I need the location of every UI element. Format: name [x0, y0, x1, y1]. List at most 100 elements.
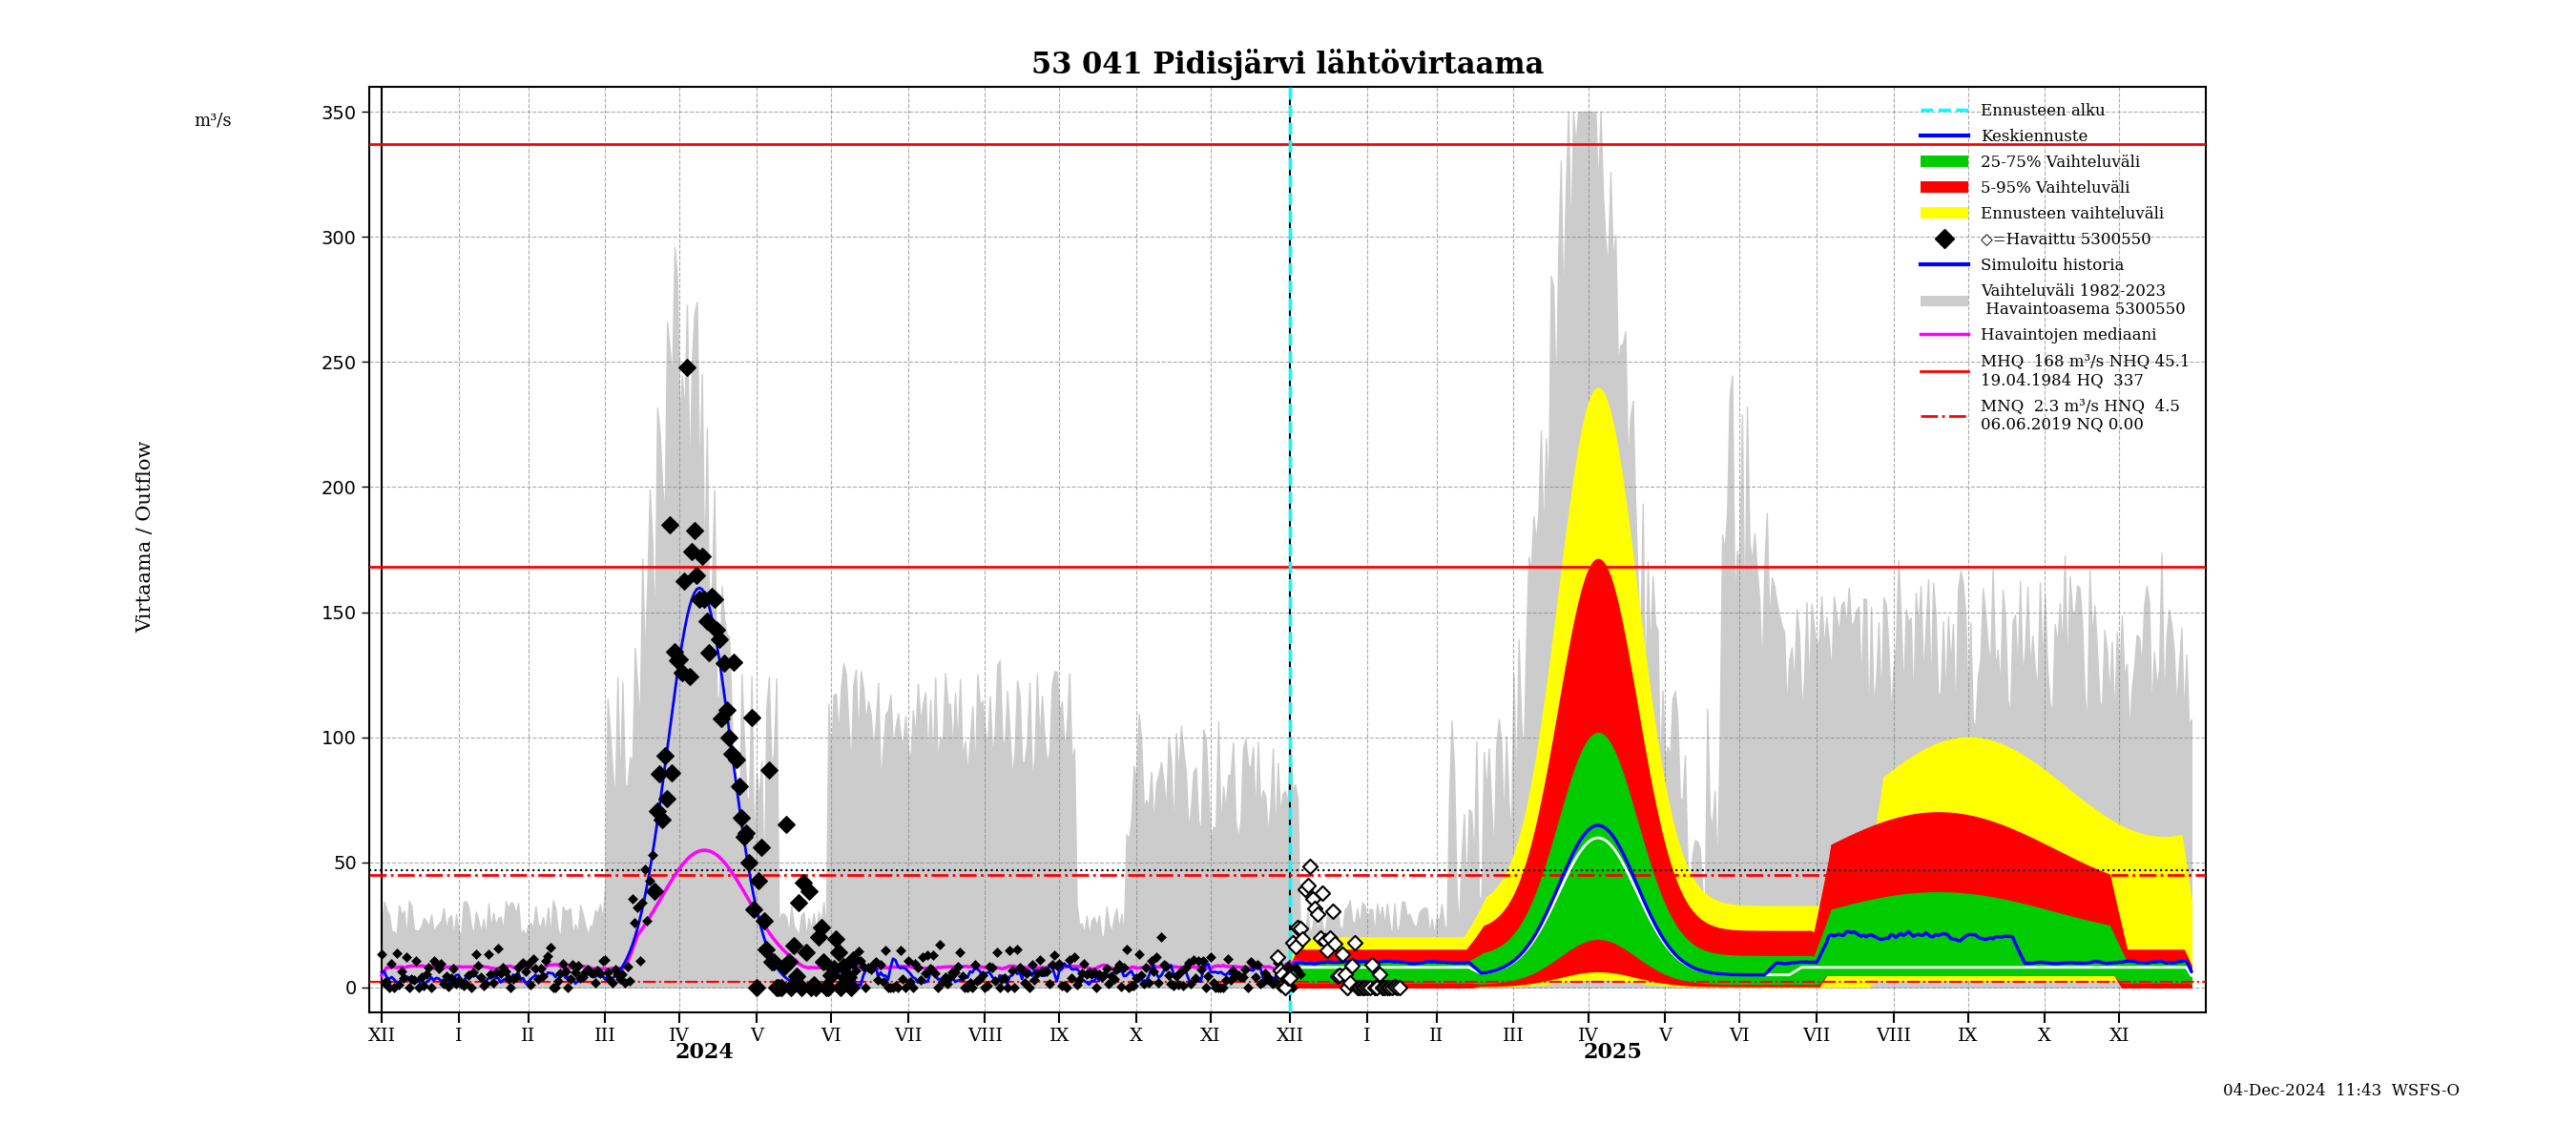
Point: [788, 883, 829, 901]
Point: [773, 937, 814, 955]
Point: [1324, 965, 1365, 984]
Point: [1273, 978, 1314, 996]
Point: [1100, 978, 1141, 996]
Point: [799, 927, 840, 946]
Point: [716, 750, 757, 768]
Point: [1162, 976, 1203, 994]
Point: [1334, 934, 1376, 953]
Point: [626, 911, 667, 930]
Point: [889, 973, 930, 992]
Point: [639, 765, 680, 783]
Point: [1327, 978, 1368, 996]
Point: [701, 710, 742, 728]
Point: [1244, 964, 1285, 982]
Point: [1167, 954, 1208, 972]
Point: [912, 946, 953, 964]
Point: [489, 978, 531, 996]
Point: [1311, 902, 1352, 921]
Point: [987, 978, 1028, 996]
Point: [922, 972, 963, 990]
Point: [420, 955, 461, 973]
Point: [1208, 949, 1249, 968]
Point: [1368, 978, 1409, 996]
Point: [873, 978, 914, 996]
Point: [1182, 951, 1224, 970]
Point: [582, 951, 623, 970]
Point: [677, 591, 719, 609]
Point: [587, 963, 629, 981]
Point: [981, 970, 1023, 988]
Point: [381, 962, 422, 980]
Point: [1270, 960, 1311, 978]
Point: [1363, 978, 1404, 996]
Point: [1352, 955, 1394, 973]
Point: [1363, 978, 1404, 996]
Point: [428, 978, 469, 996]
Point: [1177, 951, 1218, 970]
Point: [629, 871, 670, 890]
Point: [647, 790, 688, 808]
Point: [842, 957, 884, 976]
Point: [1118, 946, 1159, 964]
Point: [1231, 954, 1273, 972]
Point: [1206, 971, 1247, 989]
Point: [1095, 961, 1136, 979]
Point: [860, 955, 902, 973]
Point: [513, 950, 554, 969]
Point: [1265, 978, 1306, 996]
Point: [438, 971, 479, 989]
Point: [461, 969, 502, 987]
Point: [1275, 958, 1316, 977]
Point: [1066, 965, 1108, 984]
Point: [1154, 977, 1195, 995]
Point: [1108, 978, 1149, 996]
Point: [435, 974, 477, 993]
Point: [1074, 963, 1115, 981]
Point: [824, 969, 866, 987]
Point: [688, 643, 729, 662]
Point: [1303, 932, 1345, 950]
Point: [1273, 933, 1314, 951]
Point: [963, 978, 1005, 996]
Point: [935, 963, 976, 981]
Point: [1283, 930, 1324, 948]
Point: [1020, 950, 1061, 969]
Point: [363, 973, 404, 992]
Point: [379, 976, 420, 994]
Point: [992, 961, 1033, 979]
Point: [976, 943, 1018, 962]
Point: [613, 914, 654, 932]
Point: [829, 978, 871, 996]
Point: [1291, 858, 1332, 876]
Point: [1043, 977, 1084, 995]
Point: [1221, 968, 1262, 986]
Point: [819, 978, 860, 996]
Point: [1260, 962, 1301, 980]
Point: [526, 951, 567, 970]
Point: [1082, 968, 1123, 986]
Point: [384, 969, 425, 987]
Point: [404, 977, 446, 995]
Point: [971, 958, 1012, 977]
Point: [1301, 884, 1342, 902]
Point: [876, 977, 917, 995]
Point: [1010, 978, 1051, 996]
Point: [1360, 965, 1401, 984]
Point: [1229, 953, 1270, 971]
Point: [611, 971, 652, 989]
Point: [598, 965, 639, 984]
Point: [603, 965, 644, 984]
Point: [577, 961, 618, 979]
Point: [933, 963, 974, 981]
Point: [1332, 956, 1373, 974]
Point: [863, 973, 904, 992]
Point: [1342, 978, 1383, 996]
Point: [1103, 958, 1144, 977]
Point: [1012, 956, 1054, 974]
Point: [708, 728, 750, 747]
Point: [925, 969, 966, 987]
Point: [595, 961, 636, 979]
Point: [1048, 950, 1090, 969]
Point: [1278, 962, 1319, 980]
Point: [1185, 978, 1226, 996]
